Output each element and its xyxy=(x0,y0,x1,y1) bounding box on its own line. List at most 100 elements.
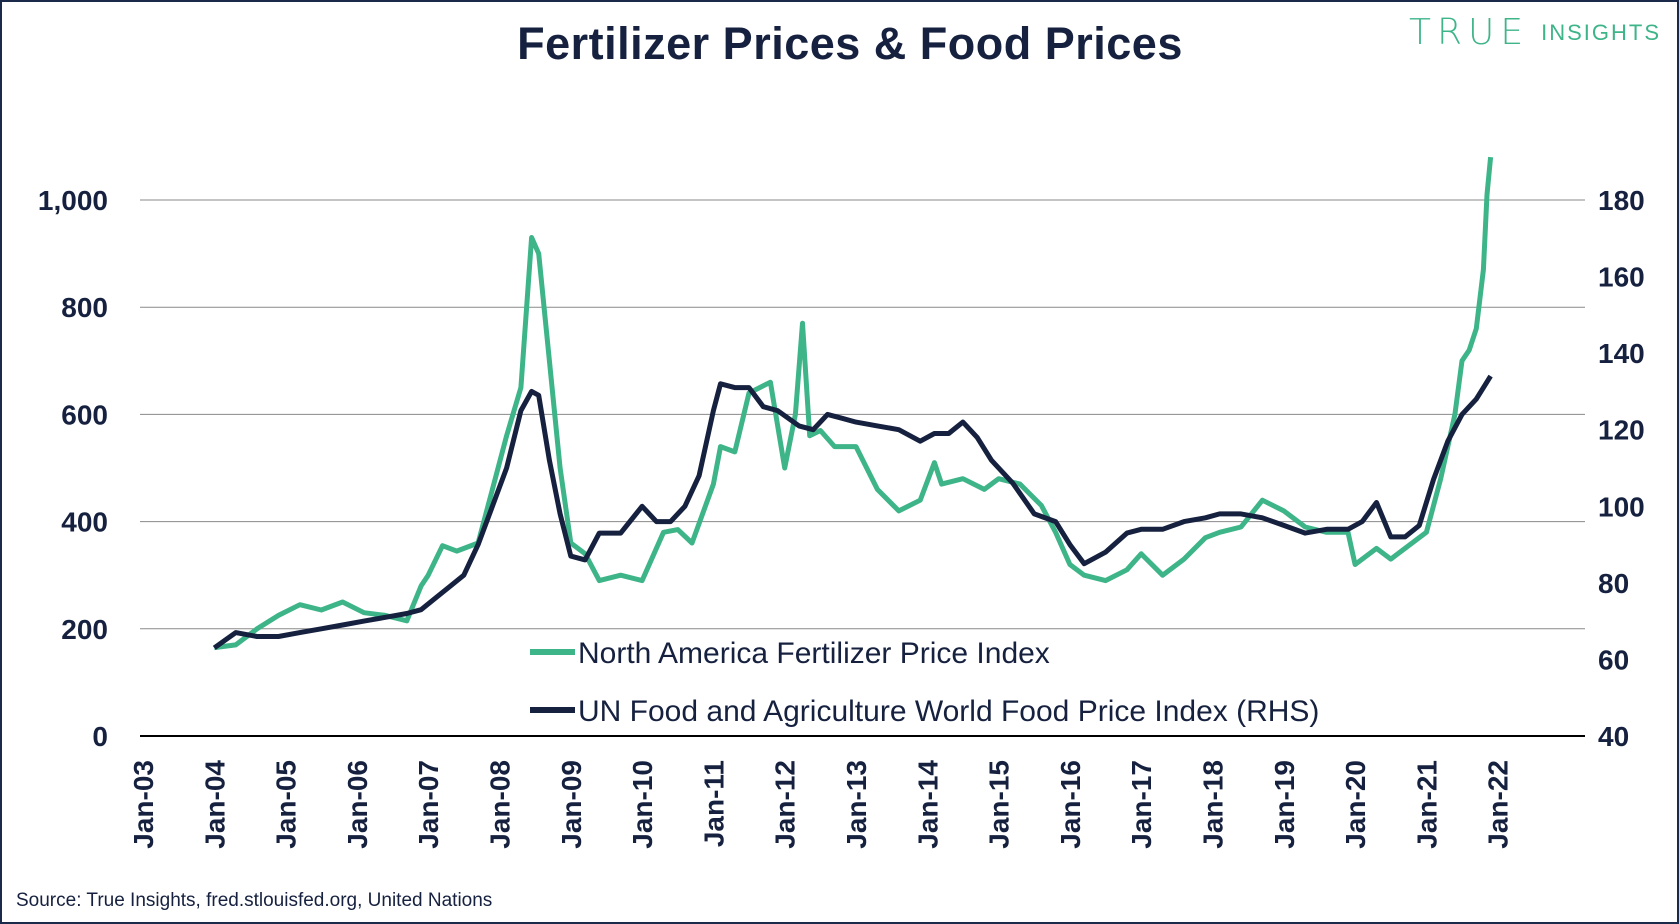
fertilizer-point xyxy=(733,450,736,453)
food-point xyxy=(405,612,408,615)
food-point xyxy=(277,635,280,638)
fertilizer-point xyxy=(441,544,444,547)
x-tick-label: Jan-16 xyxy=(1055,760,1086,849)
fertilizer-point xyxy=(662,531,665,534)
food-point xyxy=(876,424,879,427)
fertilizer-point xyxy=(598,579,601,582)
fertilizer-point xyxy=(1354,563,1357,566)
fertilizer-point xyxy=(783,467,786,470)
x-tick-label: Jan-04 xyxy=(199,760,230,849)
food-point xyxy=(320,627,323,630)
food-point xyxy=(748,386,751,389)
food-point xyxy=(1068,543,1071,546)
right-axis-ticks: 40 60 80 100 120 140 160 180 xyxy=(1598,185,1645,752)
fertilizer-point xyxy=(819,429,822,432)
left-axis-ticks: 0 200 400 600 800 1,000 xyxy=(38,185,108,752)
fertilizer-point xyxy=(1304,526,1307,529)
food-point xyxy=(961,421,964,424)
fertilizer-point xyxy=(1489,156,1492,159)
legend-label-food: UN Food and Agriculture World Food Price… xyxy=(578,695,1319,728)
fertilizer-point xyxy=(1083,574,1086,577)
fertilizer-point xyxy=(712,483,715,486)
food-point xyxy=(491,505,494,508)
fertilizer-point xyxy=(801,322,804,325)
food-point xyxy=(434,597,437,600)
food-point xyxy=(420,608,423,611)
fertilizer-point xyxy=(641,579,644,582)
fertilizer-point xyxy=(997,477,1000,480)
fertilizer-point xyxy=(1453,413,1456,416)
food-point xyxy=(776,409,779,412)
fertilizer-point xyxy=(1486,193,1489,196)
food-point xyxy=(855,421,858,424)
food-point xyxy=(762,405,765,408)
x-tick-label: Jan-05 xyxy=(271,760,302,849)
fertilizer-point xyxy=(1104,579,1107,582)
x-tick-label: Jan-07 xyxy=(413,760,444,849)
food-point xyxy=(1204,516,1207,519)
fertilizer-point xyxy=(833,445,836,448)
fertilizer-point xyxy=(961,477,964,480)
fertilizer-point xyxy=(1425,531,1428,534)
fertilizer-point xyxy=(1183,558,1186,561)
food-point xyxy=(234,631,237,634)
source-note: Source: True Insights, fred.stlouisfed.o… xyxy=(16,890,493,911)
food-point xyxy=(298,631,301,634)
x-tick-label: Jan-08 xyxy=(485,760,516,849)
right-tick-label: 80 xyxy=(1598,568,1629,599)
x-tick-label: Jan-09 xyxy=(556,760,587,849)
fertilizer-point xyxy=(769,381,772,384)
food-point xyxy=(559,512,562,515)
food-point xyxy=(1240,512,1243,515)
fertilizer-point xyxy=(691,542,694,545)
left-tick-label: 200 xyxy=(61,614,108,645)
food-point xyxy=(1125,532,1128,535)
food-point xyxy=(947,432,950,435)
food-point xyxy=(897,428,900,431)
x-tick-label: Jan-22 xyxy=(1483,760,1514,849)
left-tick-label: 1,000 xyxy=(38,185,108,216)
food-point xyxy=(1389,535,1392,538)
food-point xyxy=(976,436,979,439)
left-tick-label: 400 xyxy=(61,507,108,538)
fertilizer-point xyxy=(537,252,540,255)
fertilizer-point xyxy=(1054,531,1057,534)
fertilizer-point xyxy=(405,619,408,622)
right-tick-label: 100 xyxy=(1598,491,1645,522)
food-point xyxy=(933,432,936,435)
fertilizer-point xyxy=(548,359,551,362)
fertilizer-point xyxy=(1161,574,1164,577)
fertilizer-point xyxy=(1439,477,1442,480)
true-insights-logo: TRUE INSIGHTS xyxy=(1409,12,1661,53)
food-point xyxy=(1418,524,1421,527)
food-point xyxy=(1432,478,1435,481)
right-tick-label: 120 xyxy=(1598,415,1645,446)
left-tick-label: 0 xyxy=(92,721,108,752)
fertilizer-point xyxy=(420,584,423,587)
fertilizer-point xyxy=(1204,536,1207,539)
fertilizer-point xyxy=(794,413,797,416)
food-point xyxy=(363,620,366,623)
left-tick-label: 600 xyxy=(61,399,108,430)
food-point xyxy=(990,459,993,462)
food-point xyxy=(256,635,259,638)
food-point xyxy=(477,543,480,546)
x-tick-label: Jan-18 xyxy=(1198,760,1229,849)
food-point xyxy=(1489,375,1492,378)
food-point xyxy=(826,413,829,416)
food-series-line xyxy=(212,374,1493,650)
food-point xyxy=(641,505,644,508)
fertilizer-point xyxy=(505,434,508,437)
fertilizer-point xyxy=(320,609,323,612)
x-tick-label: Jan-06 xyxy=(342,760,373,849)
food-point xyxy=(1011,482,1014,485)
food-point xyxy=(598,532,601,535)
fertilizer-point xyxy=(519,386,522,389)
fertilizer-point xyxy=(676,528,679,531)
fertilizer-point xyxy=(1282,509,1285,512)
left-tick-label: 800 xyxy=(61,292,108,323)
fertilizer-point xyxy=(1475,327,1478,330)
fertilizer-point xyxy=(1461,359,1464,362)
food-point xyxy=(683,505,686,508)
food-point xyxy=(1033,512,1036,515)
